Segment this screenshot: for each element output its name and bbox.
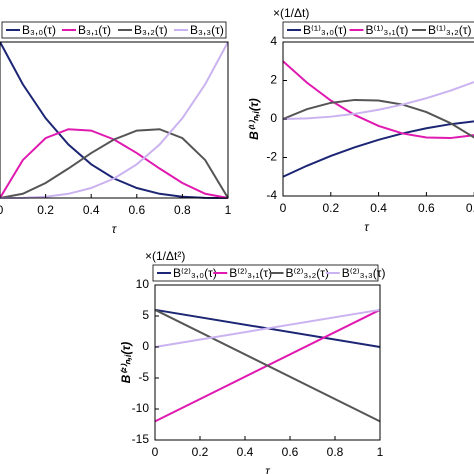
legend-box bbox=[1, 21, 227, 39]
x-axis-label: τ bbox=[265, 464, 271, 474]
axis-multiplier: ×(1/Δt) bbox=[273, 6, 309, 20]
y-tick-label: -4 bbox=[266, 188, 277, 202]
series-line bbox=[0, 128, 229, 199]
y-tick-label: -2 bbox=[266, 150, 277, 164]
series-line bbox=[0, 41, 229, 199]
x-tick-label: 0.4 bbox=[83, 203, 100, 217]
legend-label: B⁽¹⁾₃,₀(τ) bbox=[303, 23, 347, 37]
x-tick-label: 0.4 bbox=[237, 445, 254, 459]
axes-box bbox=[0, 41, 229, 199]
legend-label: B⁽¹⁾₃,₁(τ) bbox=[366, 23, 409, 37]
series-line bbox=[282, 60, 474, 140]
series-line bbox=[282, 81, 474, 120]
y-tick-label: -10 bbox=[132, 401, 150, 415]
x-tick-label: 0.8 bbox=[174, 203, 191, 217]
y-axis-label: B⁽²⁾ₙ,ᵢ(τ) bbox=[119, 342, 133, 384]
x-tick-label: 0.6 bbox=[128, 203, 145, 217]
x-tick-label: 0.2 bbox=[192, 445, 209, 459]
y-tick-label: -5 bbox=[138, 370, 149, 384]
x-axis-label: τ bbox=[364, 220, 370, 234]
x-tick-label: 0 bbox=[152, 445, 159, 459]
y-axis-label: B⁽¹⁾ₙ,ᵢ(τ) bbox=[247, 98, 261, 140]
legend-box bbox=[152, 264, 379, 282]
y-tick-label: 0 bbox=[142, 339, 149, 353]
legend-label: B⁽²⁾₃,₀(τ) bbox=[173, 266, 217, 280]
legend-label: B₃,₀(τ) bbox=[22, 23, 56, 37]
series-line bbox=[154, 308, 381, 423]
x-tick-label: 1 bbox=[377, 445, 384, 459]
y-tick-label: 2 bbox=[270, 73, 277, 87]
x-tick-label: 0.6 bbox=[418, 201, 435, 215]
legend-label: B⁽²⁾₃,₁(τ) bbox=[229, 266, 272, 280]
legend-box bbox=[282, 21, 474, 39]
series-line bbox=[282, 120, 474, 178]
x-tick-label: 0.2 bbox=[322, 201, 339, 215]
series-line bbox=[154, 308, 381, 348]
x-tick-label: 0 bbox=[0, 203, 4, 217]
x-tick-label: 0.8 bbox=[327, 445, 344, 459]
axes-box bbox=[154, 284, 381, 441]
y-tick-label: 0 bbox=[270, 111, 277, 125]
legend-label: B⁽²⁾₃,₃(τ) bbox=[342, 266, 386, 280]
x-tick-label: 0 bbox=[280, 201, 287, 215]
x-tick-label: 0.8 bbox=[466, 201, 474, 215]
y-tick-label: 4 bbox=[270, 34, 277, 48]
x-tick-label: 0.6 bbox=[282, 445, 299, 459]
legend-label: B₃,₃(τ) bbox=[190, 23, 224, 37]
y-tick-label: 5 bbox=[142, 308, 149, 322]
legend-label: B⁽¹⁾₃,₂(τ) bbox=[428, 23, 472, 37]
legend-label: B₃,₂(τ) bbox=[134, 23, 168, 37]
x-tick-label: 0.2 bbox=[37, 203, 54, 217]
y-tick-label: 10 bbox=[136, 277, 150, 291]
series-line bbox=[0, 41, 229, 199]
legend-label: B⁽²⁾₃,₂(τ) bbox=[286, 266, 330, 280]
x-axis-label: τ bbox=[112, 222, 118, 236]
axis-multiplier: ×(1/Δt²) bbox=[145, 249, 185, 263]
x-tick-label: 0.4 bbox=[370, 201, 387, 215]
legend-label: B₃,₁(τ) bbox=[78, 23, 111, 37]
x-tick-label: 1 bbox=[225, 203, 232, 217]
y-tick-label: -15 bbox=[132, 432, 150, 446]
